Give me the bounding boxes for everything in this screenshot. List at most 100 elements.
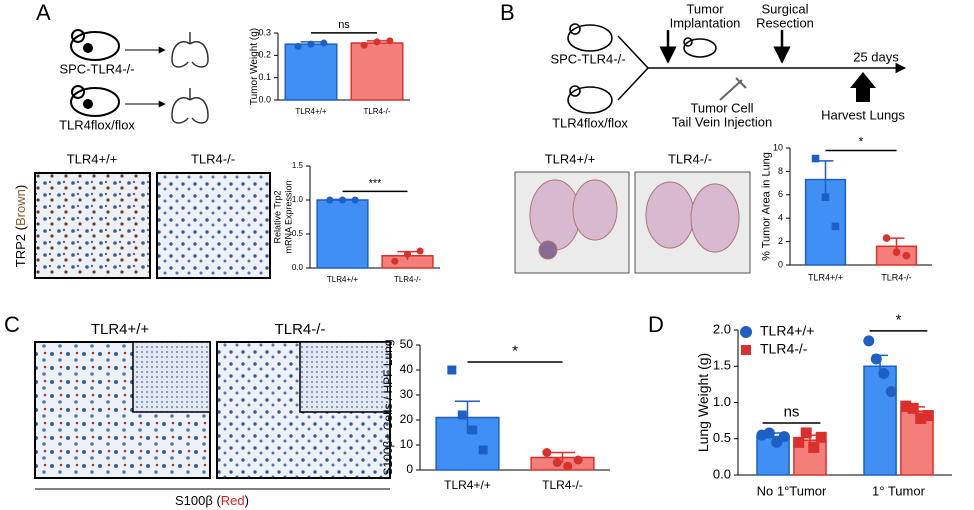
- stain-text: ): [245, 493, 249, 508]
- data-point: [573, 455, 583, 465]
- x-tick-label: TLR4-/-: [394, 275, 421, 284]
- data-point: [808, 441, 820, 453]
- data-point: [763, 427, 775, 439]
- significance-label: *: [512, 342, 518, 359]
- panel-label: B: [500, 0, 515, 25]
- data-point: [468, 425, 478, 435]
- data-point: [870, 353, 882, 365]
- significance-label: ns: [784, 403, 800, 420]
- y-tick-label: 10: [400, 437, 414, 451]
- data-point: [922, 410, 934, 422]
- mouse-label: SPC-TLR4-/-: [550, 51, 625, 66]
- x-tick-label: TLR4+/+: [808, 272, 843, 282]
- data-point: [404, 250, 411, 258]
- bar: [350, 42, 404, 101]
- data-point: [373, 38, 381, 46]
- data-point: [900, 400, 912, 412]
- timeline-branch: [617, 35, 650, 101]
- x-tick-label: TLR4+/+: [327, 275, 358, 284]
- data-point: [907, 402, 919, 414]
- bar: [316, 199, 369, 269]
- timeline-label: Tail Vein Injection: [672, 114, 772, 129]
- stain-label: S100β (Red): [175, 493, 249, 508]
- data-point: [416, 247, 424, 255]
- y-axis-label: S100β+ Cells / HPF Lung: [381, 340, 395, 476]
- y-tick-label: 30: [400, 387, 414, 401]
- data-point: [447, 365, 457, 375]
- data-point: [793, 436, 805, 448]
- data-point: [326, 196, 334, 204]
- y-tick-label: 20: [400, 412, 414, 426]
- y-axis-label: Lung Weight (g): [695, 353, 711, 452]
- bar: [863, 365, 897, 476]
- data-point: [771, 436, 783, 448]
- error-bar: [817, 160, 834, 199]
- stain-text: S100β (: [175, 493, 221, 508]
- image-label: TLR4+/+: [91, 321, 150, 338]
- significance-label: ***: [369, 178, 383, 190]
- data-point: [478, 445, 488, 455]
- y-tick-label: 0: [406, 462, 413, 476]
- legend-label: TLR4-/-: [760, 341, 808, 357]
- data-point: [892, 248, 901, 256]
- stain-color: Red: [221, 493, 245, 508]
- data-point: [885, 386, 897, 398]
- mouse-label: TLR4flox/flox: [59, 117, 135, 132]
- mouse-icon: [70, 29, 120, 117]
- stain-color: Brown: [13, 189, 28, 226]
- data-point: [307, 40, 315, 48]
- image-label: TLR4+/+: [67, 151, 118, 166]
- mouse-label: SPC-TLR4-/-: [59, 61, 134, 76]
- significance-label: *: [896, 311, 902, 328]
- image-label: TLR4+/+: [545, 151, 596, 166]
- timeline-label: 25 days: [853, 49, 899, 64]
- inset: [299, 341, 391, 413]
- timeline-label: Surgical: [762, 1, 809, 16]
- data-point: [821, 193, 830, 201]
- y-tick-label: 1.5: [713, 358, 731, 373]
- x-tick-label: TLR4-/-: [881, 272, 912, 282]
- y-tick-label: 2.0: [713, 321, 731, 336]
- y-tick-label: 0.0: [292, 263, 304, 272]
- y-tick-label: 40: [400, 362, 414, 376]
- micrograph: [34, 172, 151, 279]
- image-label: TLR4-/-: [191, 151, 235, 166]
- timeline-label: Harvest Lungs: [821, 107, 905, 122]
- y-tick-label: 4: [778, 213, 783, 223]
- data-point: [320, 39, 328, 47]
- lung-section: [529, 179, 740, 260]
- legend-marker: [740, 326, 752, 338]
- y-tick-label: 10: [773, 142, 783, 152]
- data-point: [294, 42, 302, 50]
- x-tick-label: TLR4+/+: [295, 107, 326, 116]
- y-tick-label: 0.0: [713, 466, 731, 481]
- timeline-label: Implantation: [670, 15, 741, 30]
- data-point: [778, 431, 790, 443]
- data-point: [360, 41, 368, 49]
- data-point: [815, 431, 827, 443]
- data-point: [351, 196, 359, 204]
- data-point: [457, 410, 467, 420]
- y-tick-label: 0: [778, 259, 783, 269]
- bar: [284, 43, 338, 101]
- y-tick-label: 8: [778, 166, 783, 176]
- inset: [132, 341, 211, 413]
- y-tick-label: 0.5: [713, 430, 731, 445]
- significance-label: *: [859, 134, 864, 148]
- stain-label: TRP2 (Brown): [13, 185, 28, 267]
- y-axis-label: Relative Trp2: [273, 190, 283, 243]
- error-bar: [454, 400, 481, 434]
- y-tick-label: 1.0: [713, 394, 731, 409]
- data-point: [878, 368, 890, 379]
- stain-text: TRP2 (: [13, 225, 28, 267]
- timeline-label: Resection: [756, 15, 814, 30]
- y-tick-label: 0.3: [258, 27, 271, 37]
- lung-icon: [171, 32, 209, 124]
- y-axis-label: mRNA Expression: [284, 180, 294, 253]
- data-point: [391, 257, 399, 265]
- timeline-label: Tumor: [686, 1, 724, 16]
- data-point: [542, 448, 552, 457]
- y-tick-label: 0.0: [258, 94, 271, 104]
- timeline-label: Tumor Cell: [690, 100, 753, 115]
